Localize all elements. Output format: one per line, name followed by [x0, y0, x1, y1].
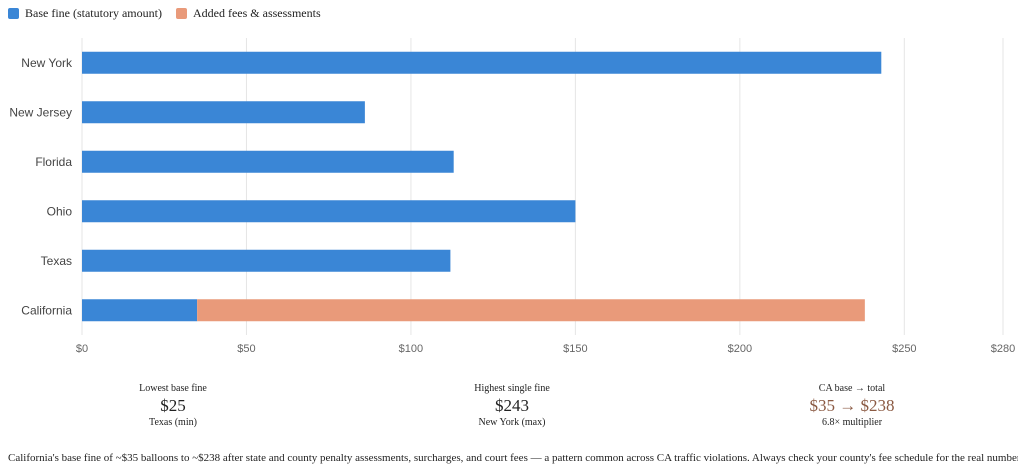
x-tick-label: $250: [892, 343, 916, 355]
stat-value: $35 → $238: [809, 396, 895, 415]
stat-ca-base-total: CA base → total $35 → $238 6.8× multipli…: [742, 382, 962, 430]
bar-added-fees: [197, 299, 865, 322]
bar-base-fine: [82, 150, 454, 173]
footnote: California's base fine of ~$35 balloons …: [8, 452, 1018, 464]
x-tick-label: $150: [563, 343, 587, 355]
stat-sub: New York (max): [478, 417, 546, 428]
stat-label: Highest single fine: [474, 383, 550, 394]
bar-base-fine: [82, 249, 451, 272]
bar-base-fine: [82, 101, 365, 124]
chart-legend: Base fine (statutory amount) Added fees …: [8, 4, 321, 22]
bar-base-fine: [82, 299, 198, 322]
y-category-label: Texas: [41, 254, 72, 268]
stat-value: $25: [160, 396, 186, 415]
legend-label-base-fine: Base fine (statutory amount): [25, 5, 162, 20]
bar-base-fine: [82, 51, 882, 74]
x-tick-label: $50: [237, 343, 255, 355]
legend-item-added-fees[interactable]: Added fees & assessments: [175, 5, 321, 21]
stat-value: $243: [495, 396, 529, 415]
legend-label-added-fees: Added fees & assessments: [192, 5, 321, 20]
y-category-label: New Jersey: [9, 105, 72, 119]
stat-label: Lowest base fine: [139, 383, 207, 394]
x-tick-label: $200: [728, 343, 752, 355]
bar-chart: $0 $50 $100 $150 $200 $250 $280 New York New Jer…: [9, 38, 1015, 355]
stat-sub: Texas (min): [149, 417, 197, 428]
legend-swatch-base-fine: [8, 7, 19, 19]
x-tick-label: $100: [399, 343, 423, 355]
stat-highest-single-fine: Highest single fine $243 New York (max): [402, 382, 622, 430]
stat-label: CA base → total: [818, 383, 886, 394]
stat-lowest-base-fine: Lowest base fine $25 Texas (min): [63, 382, 283, 430]
stat-sub: 6.8× multiplier: [821, 417, 883, 428]
summary-stats: Lowest base fine $25 Texas (min) Highest…: [0, 382, 1024, 442]
legend-swatch-added-fees: [175, 7, 187, 19]
y-category-label: Florida: [35, 155, 72, 169]
y-category-label: California: [21, 303, 72, 317]
bar-base-fine: [82, 200, 576, 223]
legend-item-base-fine[interactable]: Base fine (statutory amount): [8, 6, 162, 21]
x-tick-label: $280: [991, 343, 1015, 355]
y-category-label: Ohio: [47, 204, 73, 218]
x-tick-label: $0: [76, 343, 88, 355]
y-category-label: New York: [21, 56, 73, 70]
